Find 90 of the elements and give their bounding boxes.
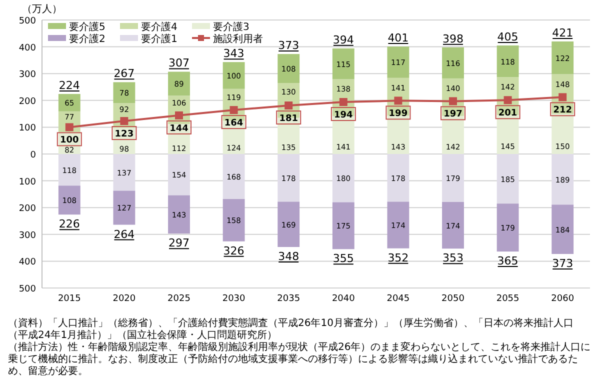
point [65, 123, 74, 132]
data-label: 181 [279, 114, 298, 124]
total-label: 343 [223, 47, 244, 60]
y-tick-label: 100 [18, 124, 36, 134]
total-label: 401 [388, 32, 409, 45]
legend-label: 要介護5 [69, 21, 106, 33]
point [120, 117, 128, 126]
y-tick-label: 400 [18, 258, 36, 268]
total-label: 264 [114, 228, 135, 241]
bar [552, 204, 574, 254]
total-label: 297 [168, 236, 190, 250]
x-tick-label: 2020 [112, 294, 136, 304]
data-label: 144 [170, 124, 188, 134]
data-label: 194 [334, 110, 353, 121]
legend-label: 要介護3 [213, 21, 250, 33]
y-tick-label: 500 [18, 284, 36, 294]
text: （推計方法）性・年齢階級別認定率、年齢階級別施設利用率が現状（平成26年）のまま変わらないとして、これを将来推計人口に乗じて機械的に推計。なお、制度改正（予防給付の地域支援事業への移行等）による影響等は織り込まれていない推計であるため、留意が必要。 [8, 342, 592, 378]
x-tick-label: 2025 [168, 294, 190, 304]
bar [58, 94, 80, 112]
legend-label: 要介護4 [141, 21, 178, 33]
data-label: 199 [388, 109, 408, 120]
total-label: 355 [332, 252, 354, 266]
data-label: 197 [444, 110, 462, 120]
bar [332, 48, 354, 80]
total-label: 394 [332, 33, 354, 46]
data-label: 201 [498, 108, 518, 119]
total-label: 421 [552, 26, 574, 40]
y-tick-label: 0 [30, 150, 36, 160]
point [175, 111, 183, 120]
x-tick-label: 2060 [551, 294, 574, 304]
legend-label: 要介護1 [141, 33, 178, 45]
bar [387, 202, 410, 248]
point [284, 101, 293, 110]
bar [387, 46, 410, 78]
point [230, 106, 238, 114]
y-tick-label: 300 [18, 70, 36, 80]
total-label: 373 [278, 39, 300, 52]
total-label: 405 [497, 30, 518, 44]
total-label: 398 [442, 32, 464, 46]
bar [552, 41, 574, 74]
total-label: 267 [114, 67, 135, 80]
legend-label: 要介護2 [69, 33, 106, 45]
total-label: 226 [58, 218, 80, 231]
total-label: 373 [552, 256, 574, 270]
point [449, 97, 457, 106]
bar [222, 62, 245, 89]
bar [496, 204, 519, 252]
text: （資料）「人口推計」（総務省）、「介護給付費実態調査（平成26年10月審査分）」（厚生労働省）、「日本の将来推計人口（平成24年1月推計）」（国立社会保障・人口問題研究所） [8, 318, 574, 342]
bar [58, 186, 80, 215]
bar [496, 45, 519, 78]
y-tick-label: 500 [18, 16, 36, 26]
total-label: 352 [388, 251, 409, 264]
x-tick-label: 2055 [496, 294, 520, 304]
point [394, 96, 402, 105]
y-tick-label: 200 [18, 204, 36, 214]
y-axis-title: （万人） [22, 4, 62, 15]
total-label: 326 [223, 244, 244, 258]
data-label: 123 [114, 130, 134, 140]
bar [332, 202, 354, 250]
x-tick-label: 2040 [332, 294, 356, 304]
y-tick-label: 100 [18, 177, 36, 188]
bar [222, 199, 245, 242]
total-label: 353 [442, 252, 464, 265]
bar [113, 82, 136, 104]
x-tick-label: 2030 [222, 294, 246, 304]
legend-label: 施設利用者 [213, 33, 263, 45]
x-tick-label: 2050 [442, 294, 465, 304]
point [504, 96, 512, 104]
x-tick-label: 2015 [58, 294, 81, 304]
total-label: 307 [168, 56, 190, 70]
x-tick-label: 2035 [277, 294, 300, 304]
y-tick-label: 300 [18, 230, 36, 241]
bar [442, 202, 464, 249]
data-label: 164 [224, 118, 244, 129]
data-label: 212 [553, 106, 572, 116]
point [339, 98, 348, 106]
y-tick-label: 200 [18, 96, 36, 107]
bar [168, 195, 190, 234]
total-label: 365 [497, 254, 518, 268]
total-label: 348 [278, 250, 300, 263]
y-tick-label: 400 [18, 43, 36, 54]
bar [278, 202, 300, 247]
bar [442, 47, 464, 78]
data-label: 100 [60, 136, 79, 146]
bar [278, 54, 300, 83]
point [558, 93, 567, 102]
bar [168, 72, 190, 96]
total-label: 224 [58, 78, 80, 92]
bar [113, 190, 136, 225]
x-tick-label: 2045 [386, 294, 410, 304]
